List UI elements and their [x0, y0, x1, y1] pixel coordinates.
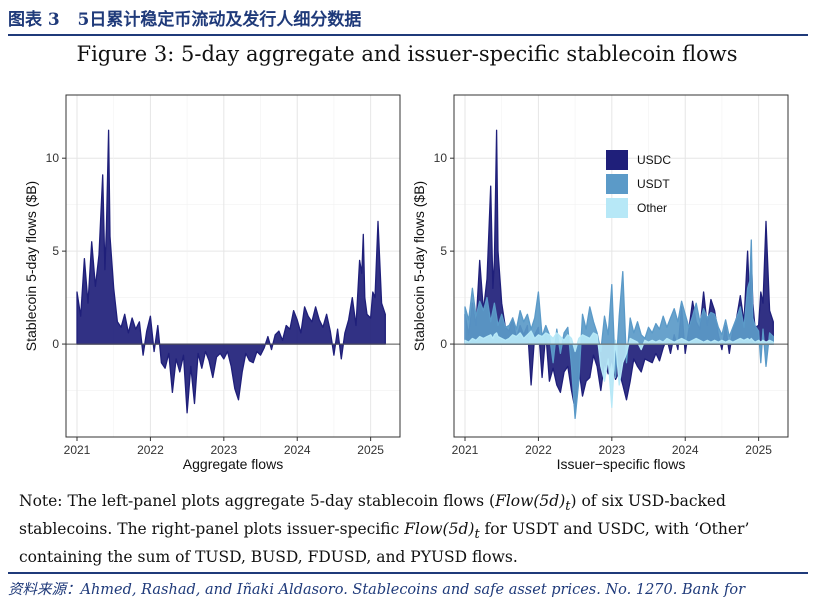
- iss-plot-background: [454, 95, 788, 437]
- iss-x-tick-label: 2024: [672, 443, 699, 457]
- legend-label-usdt: USDT: [637, 177, 670, 191]
- iss-panel-border: [453, 94, 789, 438]
- panel-issuer-specific: 0 5 10 2021 2022 2023 2024 2025 Issuer−specific …: [411, 94, 789, 472]
- agg-x-axis-title: Aggregate flows: [183, 456, 283, 472]
- note-lead: Note:: [19, 492, 63, 510]
- agg-y-tick-label: 0: [52, 337, 59, 351]
- agg-plot-background: [66, 95, 400, 437]
- figure-caption-cn: 5日累计稳定币流动及发行人细分数据: [77, 10, 362, 30]
- legend-swatch-usdc: [606, 150, 628, 170]
- agg-x-tick-label: 2023: [210, 443, 237, 457]
- iss-y-tick-label: 5: [440, 244, 447, 258]
- note-math1: Flow(5d): [495, 492, 566, 510]
- panel-aggregate: 0 5 10 2021 2022 2023 2024 2025 Aggregate flows S…: [23, 94, 401, 472]
- figure-title: Figure 3: 5-day aggregate and issuer-spe…: [76, 42, 738, 66]
- note-part2: ) of six USD-backed stablecoins. The rig…: [19, 492, 726, 539]
- agg-x-tick-label: 2021: [64, 443, 91, 457]
- iss-y-tick-label: 0: [440, 337, 447, 351]
- legend-swatch-other: [606, 198, 628, 218]
- note-math1-sub: t: [565, 499, 571, 515]
- note-part3: for USDT and USDC, with ‘Other’ containi…: [19, 520, 750, 567]
- note-math2-sub: t: [474, 527, 480, 543]
- legend-label-other: Other: [637, 201, 667, 215]
- source-citation: 资料来源：Ahmed, Rashad, and Iñaki Aldasoro. …: [8, 582, 746, 598]
- agg-y-tick-label: 10: [46, 151, 60, 165]
- source-divider: [8, 572, 808, 574]
- iss-y-axis-title: Stablecoin 5-day flows ($B): [411, 181, 427, 351]
- agg-panel-border: [65, 94, 401, 438]
- agg-y-tick-label: 5: [52, 244, 59, 258]
- figure-label: 图表 3: [8, 10, 60, 30]
- figure-note: Note: The left-panel plots aggregate 5-d…: [19, 490, 809, 568]
- header-divider: [8, 34, 808, 36]
- note-part1: The left-panel plots aggregate 5-day sta…: [62, 492, 496, 510]
- iss-x-tick-label: 2025: [745, 443, 772, 457]
- iss-x-axis-title: Issuer−specific flows: [557, 456, 686, 472]
- iss-y-tick-label: 10: [434, 151, 448, 165]
- agg-series-aggregate: [76, 129, 386, 414]
- header-title-row: 图表 3 5日累计稳定币流动及发行人细分数据: [8, 5, 361, 30]
- iss-x-tick-label: 2021: [452, 443, 479, 457]
- iss-series-usdt: [464, 239, 774, 420]
- agg-x-tick-label: 2025: [357, 443, 384, 457]
- agg-x-tick-label: 2024: [284, 443, 311, 457]
- report-header: 图表 3 5日累计稳定币流动及发行人细分数据: [0, 0, 814, 36]
- iss-x-tick-label: 2022: [525, 443, 552, 457]
- agg-x-tick-label: 2022: [137, 443, 164, 457]
- agg-y-axis-title: Stablecoin 5-day flows ($B): [23, 181, 39, 351]
- legend-swatch-usdt: [606, 174, 628, 194]
- legend-label-usdc: USDC: [637, 153, 671, 167]
- charts-canvas: 0 5 10 2021 2022 2023 2024 2025 Aggregate flows S…: [23, 94, 789, 472]
- iss-series-other: [464, 330, 774, 408]
- note-math2: Flow(5d): [404, 520, 475, 539]
- iss-x-tick-label: 2023: [598, 443, 625, 457]
